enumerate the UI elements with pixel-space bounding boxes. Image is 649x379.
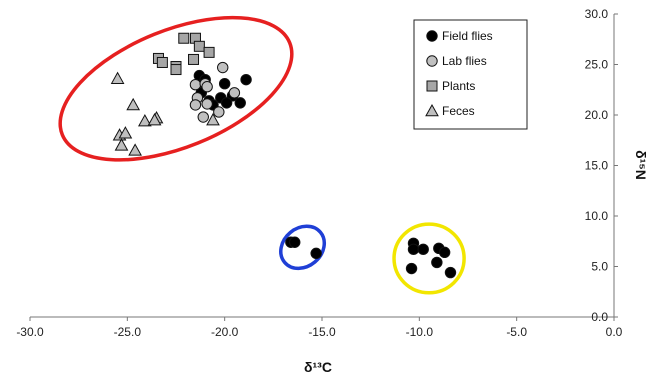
legend-marker-plants	[426, 80, 438, 92]
field-flies-point	[240, 73, 252, 86]
x-axis-title: δ¹³C	[304, 359, 332, 375]
y-tick-label: 5.0	[591, 260, 608, 274]
field-flies-point	[234, 97, 246, 109]
x-tick-label: -30.0	[16, 325, 44, 339]
field-flies-point	[289, 236, 301, 248]
y-tick-label: 25.0	[585, 58, 609, 72]
legend-marker-lab-flies	[426, 55, 438, 67]
legend-label-plants: Plants	[442, 79, 475, 93]
lab-flies-point	[197, 111, 209, 123]
lab-flies-point	[201, 81, 213, 93]
field-flies-point	[431, 256, 443, 269]
y-tick-label: 15.0	[585, 159, 609, 173]
lab-flies-point	[228, 87, 241, 99]
ellipses-layer	[58, 15, 466, 295]
feces-point	[206, 113, 220, 126]
legend-label-lab-flies: Lab flies	[442, 54, 487, 68]
field-flies-point	[438, 246, 451, 259]
x-tick-label: 0.0	[606, 325, 623, 339]
feces-point	[118, 126, 133, 139]
y-tick-label: 10.0	[585, 209, 609, 223]
field-flies-point	[310, 247, 322, 260]
x-tick-label: -5.0	[506, 325, 527, 339]
lab-flies-point	[189, 79, 202, 91]
field-flies-point	[220, 97, 233, 109]
y-tick-label: 20.0	[585, 108, 609, 122]
legend-label-feces: Feces	[442, 104, 475, 118]
plants-point	[203, 46, 215, 58]
x-tick-label: -20.0	[211, 325, 239, 339]
cluster-ellipse-3	[392, 222, 466, 295]
lab-flies-point	[189, 99, 202, 111]
plants-point	[156, 56, 168, 68]
cluster-ellipse-2	[279, 224, 327, 271]
cluster-ellipse-1	[58, 15, 294, 162]
field-flies-point	[405, 262, 418, 275]
field-flies-point	[218, 77, 231, 90]
legend-items: Field flies Lab flies Plants Feces	[425, 29, 493, 118]
x-tick-label: -10.0	[406, 325, 434, 339]
lab-flies-point	[201, 98, 213, 110]
feces-point	[114, 138, 129, 151]
y-tick-label: 0.0	[591, 310, 608, 324]
feces-point	[138, 114, 152, 127]
legend: Field flies Lab flies Plants Feces	[413, 19, 528, 130]
plants-point	[170, 64, 182, 76]
plants-point	[193, 40, 205, 52]
field-flies-point	[407, 243, 420, 256]
feces-point	[110, 71, 125, 84]
data-points	[110, 32, 457, 279]
legend-label-field-flies: Field flies	[442, 29, 493, 43]
field-flies-point	[417, 243, 429, 256]
feces-point	[147, 113, 162, 126]
x-tick-label: -15.0	[308, 325, 336, 339]
y-axis-title: δ¹⁵N	[633, 150, 649, 180]
plants-point	[188, 53, 200, 65]
x-tick-label: -25.0	[114, 325, 142, 339]
lab-flies-point	[217, 61, 229, 74]
legend-marker-feces	[425, 103, 439, 117]
feces-point	[126, 97, 141, 111]
field-flies-point	[444, 266, 457, 279]
y-tick-label: 30.0	[585, 7, 609, 21]
feces-point	[128, 143, 142, 156]
legend-marker-field-flies	[426, 30, 438, 42]
y-tick-labels: 0.0 5.0 10.0 15.0 20.0 25.0 30.0	[585, 7, 618, 324]
x-tick-labels: -30.0 -25.0 -20.0 -15.0 -10.0 -5.0 0.0	[16, 317, 623, 339]
plants-point	[178, 32, 190, 44]
lab-flies-point	[213, 106, 225, 118]
